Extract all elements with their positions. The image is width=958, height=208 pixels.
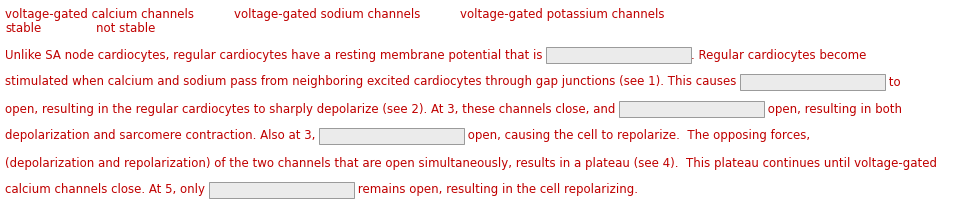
Bar xyxy=(209,182,354,198)
Text: depolarization and sarcomere contraction. Also at 3,: depolarization and sarcomere contraction… xyxy=(5,130,319,142)
Text: open, resulting in both: open, resulting in both xyxy=(764,103,902,115)
Text: stimulated when calcium and sodium pass from neighboring excited cardiocytes thr: stimulated when calcium and sodium pass … xyxy=(5,76,741,88)
Text: open, resulting in the regular cardiocytes to sharply depolarize (see 2). At 3, : open, resulting in the regular cardiocyt… xyxy=(5,103,619,115)
Bar xyxy=(319,128,464,144)
Text: stable: stable xyxy=(5,22,41,35)
Text: calcium channels close. At 5, only: calcium channels close. At 5, only xyxy=(5,183,209,197)
Bar xyxy=(546,47,692,63)
Text: (depolarization and repolarization) of the two channels that are open simultaneo: (depolarization and repolarization) of t… xyxy=(5,156,937,170)
Text: voltage-gated calcium channels: voltage-gated calcium channels xyxy=(5,8,194,21)
Text: not stable: not stable xyxy=(96,22,155,35)
Text: to: to xyxy=(885,76,901,88)
Bar xyxy=(619,101,764,117)
Text: . Regular cardiocytes become: . Regular cardiocytes become xyxy=(692,48,867,62)
Text: voltage-gated sodium channels: voltage-gated sodium channels xyxy=(234,8,421,21)
Text: open, causing the cell to repolarize.  The opposing forces,: open, causing the cell to repolarize. Th… xyxy=(464,130,810,142)
Bar xyxy=(741,74,885,90)
Text: Unlike SA node cardiocytes, regular cardiocytes have a resting membrane potentia: Unlike SA node cardiocytes, regular card… xyxy=(5,48,546,62)
Text: voltage-gated potassium channels: voltage-gated potassium channels xyxy=(461,8,665,21)
Text: remains open, resulting in the cell repolarizing.: remains open, resulting in the cell repo… xyxy=(354,183,638,197)
